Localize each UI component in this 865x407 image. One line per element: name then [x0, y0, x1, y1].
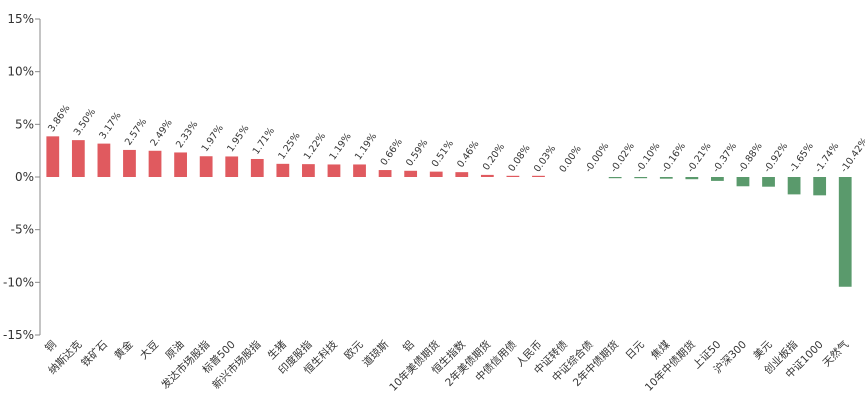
data-label: 0.66%	[379, 137, 405, 168]
bar	[659, 177, 673, 179]
data-label: -0.92%	[762, 141, 790, 175]
bar	[480, 174, 494, 177]
bar	[608, 177, 622, 179]
x-tick-label: 天然气	[820, 338, 852, 370]
data-label: 3.17%	[97, 110, 123, 141]
y-tick-label: -5%	[11, 223, 34, 237]
data-label: -0.37%	[711, 141, 739, 175]
data-label: -0.00%	[583, 141, 611, 175]
data-label: 1.97%	[200, 123, 226, 154]
y-tick-label: -15%	[3, 328, 34, 342]
data-label: 1.22%	[302, 131, 328, 162]
y-tick-label: -10%	[3, 275, 34, 289]
data-label: 2.49%	[148, 117, 174, 148]
bar	[787, 177, 801, 195]
bar	[532, 175, 545, 177]
data-labels: 3.86% 3.50% 3.17% 2.57% 2.49% 2.33% 1.97% 1.95%…	[46, 103, 865, 175]
data-label: 1.95%	[225, 123, 251, 154]
x-tick-label: 黄金	[112, 338, 136, 362]
y-tick-label: 5%	[15, 117, 34, 131]
x-tick-label: 大豆	[137, 338, 161, 362]
bar	[302, 164, 315, 177]
x-tick-label: 日元	[624, 338, 648, 362]
bar	[506, 175, 520, 177]
data-label: 0.46%	[455, 139, 481, 170]
data-label: 1.25%	[276, 131, 302, 162]
data-label: 1.19%	[353, 131, 379, 162]
data-label: 0.51%	[430, 138, 456, 169]
data-label: 3.86%	[46, 103, 72, 134]
bar	[455, 172, 469, 177]
bar	[174, 152, 187, 177]
y-tick-label: 15%	[7, 12, 34, 26]
data-label: 0.20%	[481, 142, 507, 173]
y-axis: -15% -10% -5% 0% 5% 10% 15%	[3, 12, 41, 342]
bar	[123, 149, 136, 177]
data-label: -1.65%	[788, 141, 816, 175]
data-label: -0.16%	[660, 141, 688, 175]
data-label: -0.10%	[634, 141, 662, 175]
data-label: 0.00%	[557, 144, 583, 175]
bar	[276, 163, 290, 177]
bar	[378, 170, 392, 177]
data-label: 1.19%	[327, 131, 353, 162]
bar	[429, 171, 443, 177]
bar	[327, 164, 341, 177]
x-tick-label: 铜	[43, 339, 59, 355]
bar	[148, 150, 162, 177]
data-label: 0.59%	[404, 137, 430, 168]
bar	[736, 177, 750, 187]
data-label: -0.02%	[609, 141, 637, 175]
data-label: -1.74%	[813, 141, 841, 175]
bar	[46, 136, 60, 177]
bar	[353, 164, 366, 177]
y-tick-label: 10%	[7, 65, 34, 79]
bar	[685, 177, 699, 180]
bar	[711, 177, 724, 181]
bar	[97, 143, 111, 177]
data-label: 1.71%	[251, 126, 277, 157]
x-tick-label: 铝	[400, 338, 417, 355]
data-label: 2.33%	[174, 119, 200, 150]
bar	[250, 158, 264, 177]
data-label: -0.88%	[736, 141, 764, 175]
y-tick-label: 0%	[15, 170, 34, 184]
data-label: 0.03%	[532, 143, 558, 174]
x-tick-label: 铁矿石	[79, 338, 110, 369]
bar	[813, 177, 827, 196]
bar	[762, 177, 775, 187]
bars	[46, 136, 852, 287]
data-label: 2.57%	[123, 117, 149, 148]
bar	[71, 140, 85, 177]
bar	[838, 177, 852, 287]
bar	[225, 156, 239, 177]
x-tick-label: 道琼斯	[360, 338, 392, 370]
data-label: 3.50%	[72, 107, 98, 138]
data-label: -10.42%	[839, 136, 865, 175]
data-label: 0.08%	[506, 143, 532, 174]
bar	[634, 177, 648, 179]
data-label: -0.21%	[685, 141, 713, 175]
bar	[404, 170, 418, 177]
bar	[199, 156, 213, 177]
